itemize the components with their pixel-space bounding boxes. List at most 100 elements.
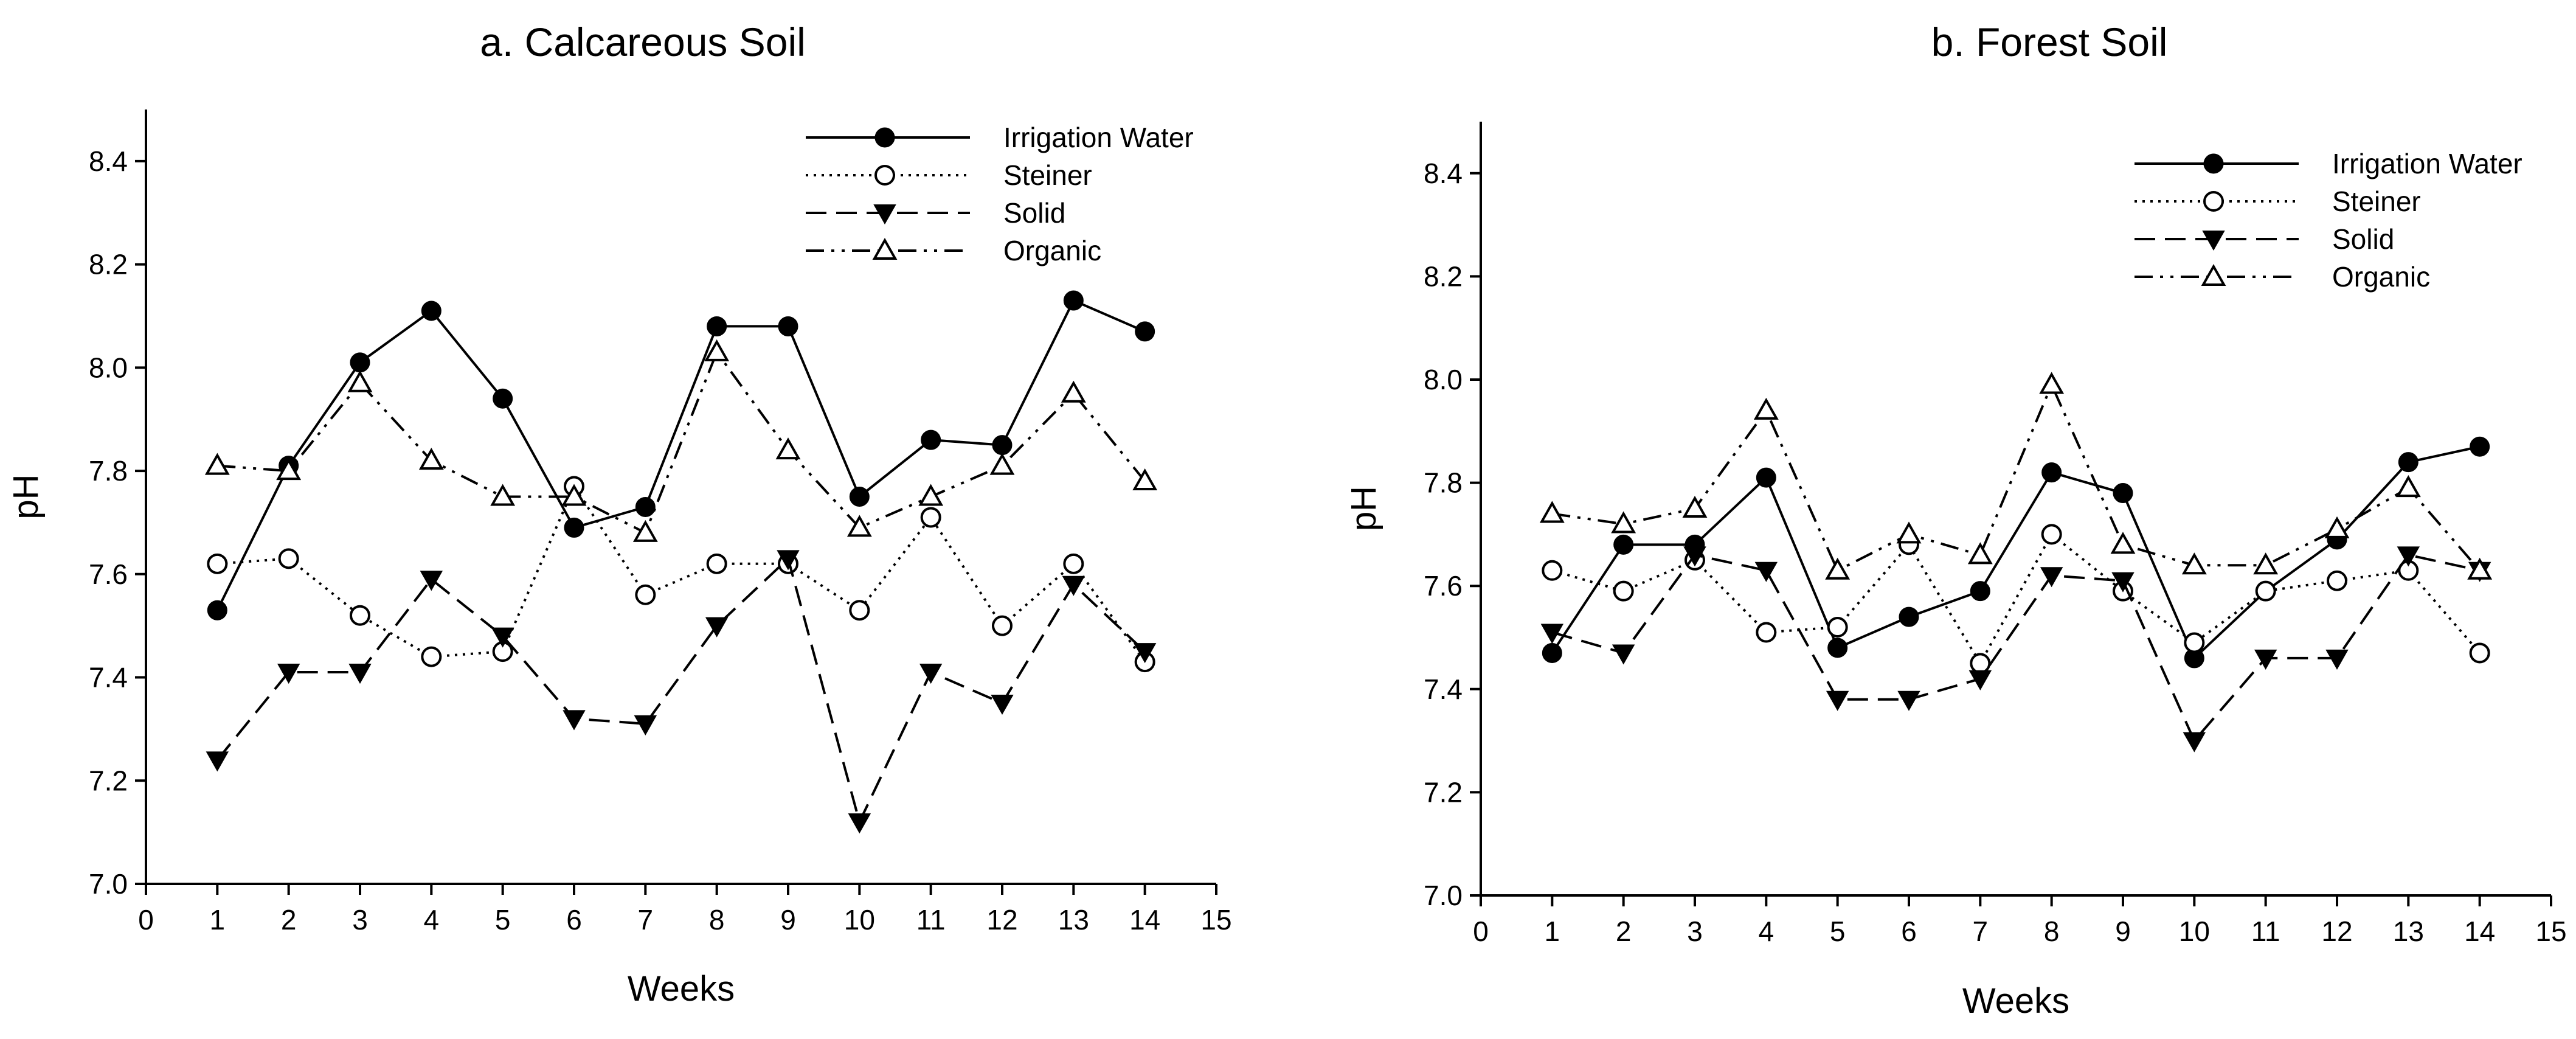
x-tick-label: 10: [844, 904, 875, 936]
data-point-solid: [705, 617, 729, 638]
series-organic: [204, 339, 1158, 542]
x-tick-label: 5: [1830, 916, 1846, 947]
data-point-irrigation-water: [1542, 642, 1562, 663]
data-point-steiner: [2255, 580, 2276, 602]
data-point-solid: [777, 550, 800, 571]
x-tick-label: 0: [138, 904, 154, 936]
data-point-irrigation-water: [2470, 436, 2490, 457]
legend-label-steiner: Steiner: [2332, 186, 2421, 217]
x-tick-label: 7: [1973, 916, 1989, 947]
series-solid: [1540, 546, 2491, 752]
data-point-organic: [1132, 468, 1158, 491]
data-point-solid: [206, 751, 229, 772]
data-point-solid: [848, 813, 871, 834]
series-line-organic: [217, 350, 1146, 534]
data-point-irrigation-water: [1135, 321, 1155, 342]
x-tick-label: 11: [2251, 916, 2280, 947]
y-tick-label: 8.0: [89, 352, 128, 383]
legend-label-solid: Solid: [2332, 223, 2394, 255]
series-solid: [206, 550, 1157, 834]
legend-marker-steiner: [2203, 191, 2224, 212]
legend-marker-solid: [873, 204, 896, 225]
chart-panel-calcareous-soil: a. Calcareous Soil 7.0 7.2 7.4 7.6 7.8 8.0 8.2 8…: [6, 19, 1232, 1009]
data-point-irrigation-water: [635, 496, 656, 517]
x-tick-label: 7: [638, 904, 654, 936]
legend-label-steiner: Steiner: [1003, 159, 1092, 191]
y-tick-label: 7.8: [89, 455, 128, 487]
legend: Irrigation Water Steiner Solid Organic: [2135, 148, 2522, 293]
data-point-irrigation-water: [707, 316, 727, 336]
data-point-solid: [2325, 649, 2349, 670]
data-point-solid: [2397, 546, 2420, 567]
data-point-steiner: [920, 507, 941, 528]
data-point-solid: [1612, 644, 1635, 665]
data-point-solid: [1683, 546, 1706, 567]
x-tick-label: 11: [916, 904, 946, 936]
data-point-solid: [2040, 567, 2063, 588]
data-point-irrigation-water: [992, 435, 1013, 456]
data-point-steiner: [635, 584, 656, 605]
data-point-organic: [918, 484, 944, 506]
data-point-solid: [1754, 561, 1778, 582]
data-point-steiner: [2469, 642, 2490, 664]
data-point-organic: [1682, 495, 1708, 518]
data-point-irrigation-water: [778, 316, 798, 336]
data-point-organic: [2039, 372, 2065, 394]
data-point-steiner: [992, 615, 1013, 636]
data-point-organic: [1825, 557, 1851, 580]
legend-label-organic: Organic: [1003, 235, 1101, 266]
x-tick-label: 0: [1473, 916, 1489, 947]
y-tick-label: 7.8: [1424, 467, 1463, 499]
data-point-irrigation-water: [2113, 483, 2133, 504]
data-point-organic: [204, 453, 230, 475]
x-tick-label: 8: [709, 904, 725, 936]
x-tick-label: 15: [2535, 916, 2566, 947]
legend-marker-organic: [2201, 263, 2226, 286]
data-point-organic: [1061, 380, 1086, 403]
data-point-irrigation-water: [493, 388, 513, 409]
y-axis-label: pH: [1344, 486, 1383, 531]
data-point-organic: [1896, 521, 1922, 544]
y-axis-label: pH: [6, 474, 46, 519]
x-tick-label: 14: [1129, 904, 1160, 936]
legend-label-irrigation-water: Irrigation Water: [1003, 122, 1194, 153]
x-tick-label: 6: [1901, 916, 1917, 947]
data-point-irrigation-water: [849, 487, 870, 507]
data-point-solid: [2254, 649, 2277, 670]
chart-title: b. Forest Soil: [1931, 19, 2168, 64]
data-point-steiner: [350, 605, 370, 626]
data-point-organic: [2395, 475, 2421, 498]
data-point-solid: [563, 710, 586, 731]
y-tick-label: 7.6: [89, 558, 128, 590]
legend-marker-solid: [2202, 231, 2225, 251]
data-point-organic: [490, 484, 516, 506]
series-line-irrigation-water: [1551, 445, 2481, 659]
y-tick-label: 7.4: [89, 662, 128, 693]
series-line-solid: [1551, 554, 2481, 742]
legend: Irrigation Water Steiner Solid Organic: [806, 122, 1194, 266]
data-point-steiner: [278, 548, 299, 569]
x-tick-label: 15: [1200, 904, 1231, 936]
data-point-solid: [1968, 670, 1992, 690]
y-tick-label: 8.4: [89, 145, 128, 177]
data-point-solid: [277, 664, 300, 684]
data-point-steiner: [1613, 580, 1634, 602]
series-steiner: [207, 476, 1155, 673]
data-point-organic: [2467, 557, 2493, 580]
data-point-solid: [1897, 690, 1920, 711]
data-point-organic: [704, 339, 730, 361]
data-point-solid: [420, 571, 443, 591]
y-tick-label: 7.2: [89, 765, 128, 796]
data-point-solid: [1540, 624, 1564, 644]
data-point-irrigation-water: [1899, 606, 1919, 627]
data-point-organic: [989, 453, 1015, 475]
data-point-solid: [991, 694, 1014, 715]
series-irrigation-water: [1542, 436, 2490, 669]
series-line-organic: [1552, 383, 2481, 572]
y-tick-label: 7.2: [1424, 776, 1463, 808]
data-point-irrigation-water: [350, 352, 370, 373]
data-point-organic: [2110, 532, 2136, 554]
data-point-organic: [1753, 397, 1779, 420]
legend-marker-steiner: [874, 165, 895, 186]
data-point-steiner: [2184, 632, 2205, 653]
